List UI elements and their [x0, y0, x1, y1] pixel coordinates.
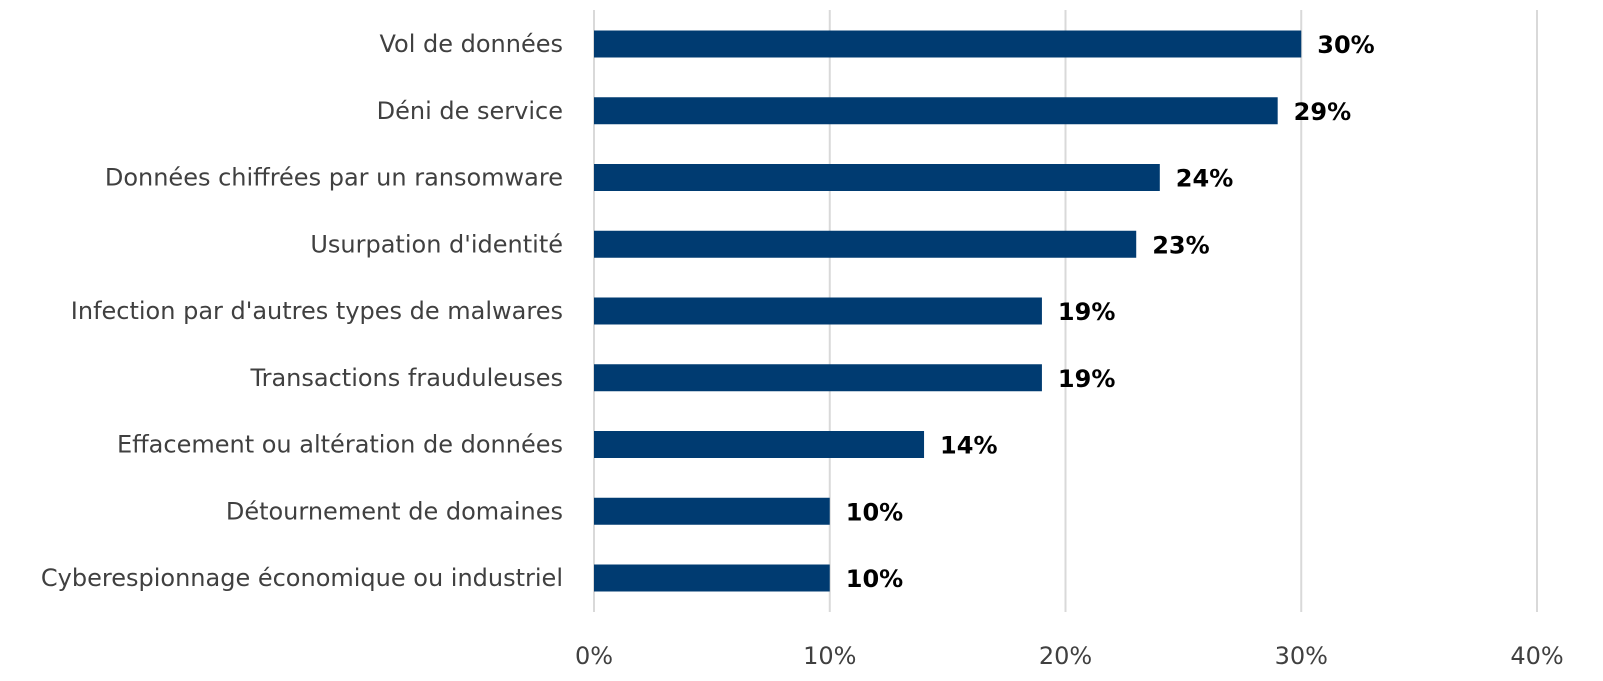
category-label: Effacement ou altération de données — [117, 431, 563, 459]
bar — [594, 297, 1042, 325]
category-label: Infection par d'autres types de malwares — [71, 297, 563, 325]
data-label: 10% — [846, 565, 903, 593]
category-label: Données chiffrées par un ransomware — [105, 164, 563, 192]
bar — [594, 30, 1302, 58]
data-label: 24% — [1176, 165, 1233, 193]
data-label: 29% — [1294, 98, 1351, 126]
x-tick-label: 30% — [1275, 642, 1328, 670]
category-label: Déni de service — [377, 97, 563, 125]
category-label: Transactions frauduleuses — [249, 364, 563, 392]
data-label: 19% — [1058, 365, 1115, 393]
bar — [594, 364, 1042, 392]
data-label: 30% — [1317, 31, 1374, 59]
data-labels: 30% 29% 24% 23% 19% 19% 14% 10% 10% — [846, 31, 1375, 593]
data-label: 14% — [940, 432, 997, 460]
x-axis-tick-labels: 0% 10% 20% 30% 40% — [575, 642, 1564, 670]
category-label: Vol de données — [379, 30, 563, 58]
data-label: 10% — [846, 498, 903, 526]
bars — [594, 30, 1302, 592]
category-label: Détournement de domaines — [226, 497, 563, 525]
category-label: Cyberespionnage économique ou industriel — [41, 564, 563, 592]
data-label: 19% — [1058, 298, 1115, 326]
bar — [594, 431, 925, 458]
x-tick-label: 10% — [803, 642, 856, 670]
category-label: Usurpation d'identité — [310, 230, 563, 258]
bar — [594, 564, 830, 592]
data-label: 23% — [1152, 231, 1209, 259]
x-tick-label: 0% — [575, 642, 613, 670]
x-tick-label: 40% — [1510, 642, 1563, 670]
x-tick-label: 20% — [1039, 642, 1092, 670]
bar — [594, 230, 1137, 258]
bar — [594, 97, 1278, 125]
bar — [594, 164, 1160, 191]
category-labels: Vol de données Déni de service Données chi… — [41, 30, 563, 592]
bar — [594, 497, 830, 525]
